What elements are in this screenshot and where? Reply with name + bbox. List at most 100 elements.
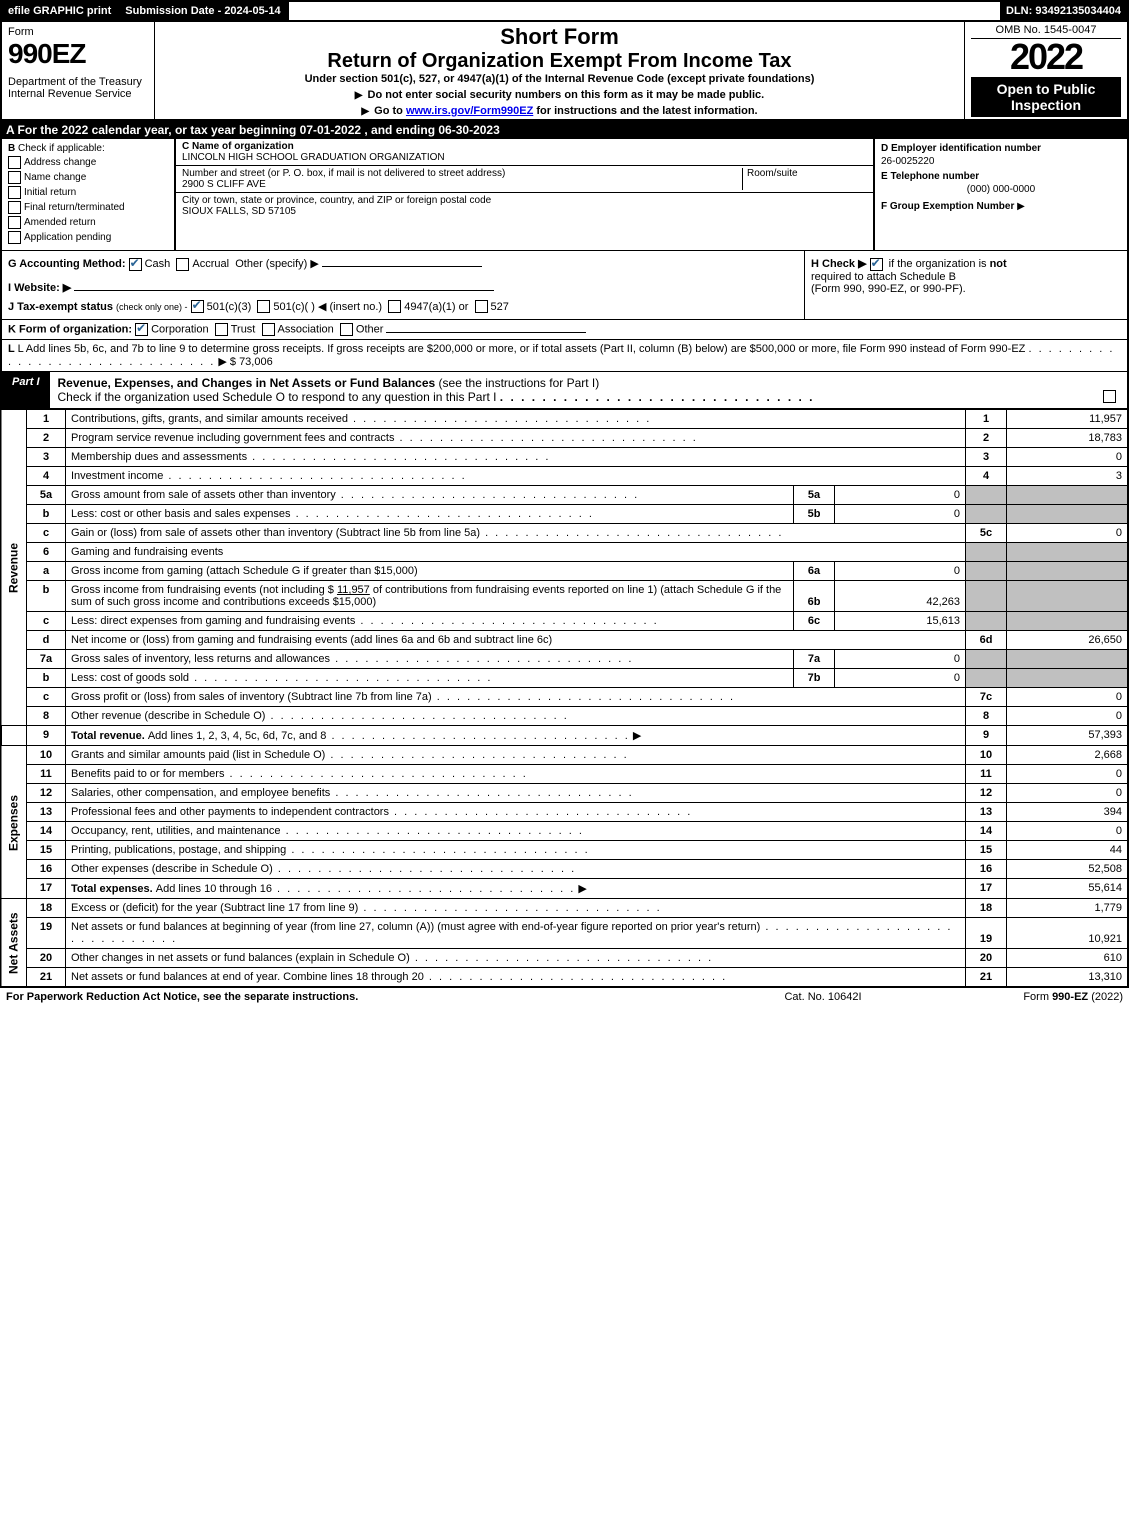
line-desc: Contributions, gifts, grants, and simila…	[66, 410, 966, 429]
footer-left: For Paperwork Reduction Act Notice, see …	[6, 991, 723, 1003]
col-num: 1	[966, 410, 1007, 429]
efile-label[interactable]: efile GRAPHIC print	[2, 2, 119, 20]
checkbox-icon[interactable]	[8, 186, 21, 199]
l-text: L Add lines 5b, 6c, and 7b to line 9 to …	[18, 343, 1026, 355]
table-row: 4 Investment income 4 3	[1, 467, 1128, 486]
org-name: LINCOLN HIGH SCHOOL GRADUATION ORGANIZAT…	[182, 152, 867, 163]
i-label: I Website: ▶	[8, 282, 71, 294]
check-name-change[interactable]: Name change	[8, 171, 168, 184]
department-label: Department of the Treasury	[8, 76, 148, 88]
org-name-row: C Name of organization LINCOLN HIGH SCHO…	[176, 139, 873, 166]
form-number: 990EZ	[8, 38, 148, 70]
street-value: 2900 S CLIFF AVE	[182, 179, 742, 190]
no-ssn-text: Do not enter social security numbers on …	[368, 89, 765, 101]
checkbox-501c[interactable]	[257, 300, 270, 313]
h-text2: if the organization is	[889, 258, 990, 270]
table-row: 21 Net assets or fund balances at end of…	[1, 968, 1128, 987]
table-row: 8 Other revenue (describe in Schedule O)…	[1, 707, 1128, 726]
tax-year: 2022	[971, 39, 1121, 75]
line-l: L L Add lines 5b, 6c, and 7b to line 9 t…	[0, 340, 1129, 372]
g-other-input[interactable]	[322, 266, 482, 267]
checkbox-icon[interactable]	[8, 156, 21, 169]
k-trust: Trust	[231, 324, 256, 336]
check-initial-return[interactable]: Initial return	[8, 186, 168, 199]
table-row: 13 Professional fees and other payments …	[1, 803, 1128, 822]
irs-label: Internal Revenue Service	[8, 88, 148, 100]
header-right: OMB No. 1545-0047 2022 Open to Public In…	[965, 22, 1127, 119]
street-label: Number and street (or P. O. box, if mail…	[182, 168, 742, 179]
checkbox-corp[interactable]	[135, 323, 148, 336]
checkbox-assoc[interactable]	[262, 323, 275, 336]
line-k: K Form of organization: Corporation Trus…	[0, 320, 1129, 340]
irs-link[interactable]: www.irs.gov/Form990EZ	[406, 105, 533, 117]
table-row: 12 Salaries, other compensation, and emp…	[1, 784, 1128, 803]
check-amended-return[interactable]: Amended return	[8, 216, 168, 229]
form-header: Form 990EZ Department of the Treasury In…	[0, 20, 1129, 121]
k-assoc: Association	[278, 324, 334, 336]
h-text1: H Check ▶	[811, 258, 867, 270]
checkbox-4947[interactable]	[388, 300, 401, 313]
box-b: B Check if applicable: Address change Na…	[2, 139, 176, 250]
no-ssn-instruction: Do not enter social security numbers on …	[161, 89, 958, 101]
checkbox-icon[interactable]	[8, 201, 21, 214]
checkbox-icon[interactable]	[8, 231, 21, 244]
checkbox-icon[interactable]	[8, 171, 21, 184]
check-address-change[interactable]: Address change	[8, 156, 168, 169]
open-to-public: Open to Public Inspection	[971, 77, 1121, 117]
part-i-title: Revenue, Expenses, and Changes in Net As…	[50, 372, 1127, 408]
table-row: c Gain or (loss) from sale of assets oth…	[1, 524, 1128, 543]
table-row: 14 Occupancy, rent, utilities, and maint…	[1, 822, 1128, 841]
line-h: H Check ▶ if the organization is not req…	[804, 251, 1127, 319]
city-label: City or town, state or province, country…	[182, 195, 867, 206]
table-row: 19 Net assets or fund balances at beginn…	[1, 918, 1128, 949]
under-section-text: Under section 501(c), 527, or 4947(a)(1)…	[161, 73, 958, 85]
short-form-title: Short Form	[161, 24, 958, 50]
checkbox-icon[interactable]	[8, 216, 21, 229]
line-num: 1	[27, 410, 66, 429]
table-row: b Less: cost of goods sold 7b 0	[1, 669, 1128, 688]
box-c: C Name of organization LINCOLN HIGH SCHO…	[176, 139, 873, 250]
part-i-header: Part I Revenue, Expenses, and Changes in…	[0, 372, 1129, 409]
info-block: B Check if applicable: Address change Na…	[0, 139, 1129, 251]
k-corp: Corporation	[151, 324, 208, 336]
checkbox-h[interactable]	[870, 258, 883, 271]
dln-label: DLN: 93492135034404	[1000, 2, 1127, 20]
checkbox-accrual[interactable]	[176, 258, 189, 271]
city-row: City or town, state or province, country…	[176, 193, 873, 219]
footer-cat-no: Cat. No. 10642I	[723, 991, 923, 1003]
table-row: b Less: cost or other basis and sales ex…	[1, 505, 1128, 524]
table-row: 17 Total expenses. Add lines 10 through …	[1, 879, 1128, 899]
topbar-spacer	[289, 2, 1000, 20]
table-row: c Less: direct expenses from gaming and …	[1, 612, 1128, 631]
g-label: G Accounting Method:	[8, 258, 126, 270]
col-val: 11,957	[1007, 410, 1129, 429]
table-row: 15 Printing, publications, postage, and …	[1, 841, 1128, 860]
checkbox-other[interactable]	[340, 323, 353, 336]
table-row: 2 Program service revenue including gove…	[1, 429, 1128, 448]
checkbox-501c3[interactable]	[191, 300, 204, 313]
checkbox-cash[interactable]	[129, 258, 142, 271]
table-row: 20 Other changes in net assets or fund b…	[1, 949, 1128, 968]
table-row: 7a Gross sales of inventory, less return…	[1, 650, 1128, 669]
line-g: G Accounting Method: Cash Accrual Other …	[2, 251, 804, 319]
check-final-return[interactable]: Final return/terminated	[8, 201, 168, 214]
table-row: 6 Gaming and fundraising events	[1, 543, 1128, 562]
header-left: Form 990EZ Department of the Treasury In…	[2, 22, 155, 119]
j-label: J Tax-exempt status	[8, 301, 113, 313]
k-label: K Form of organization:	[8, 324, 132, 336]
website-input[interactable]	[74, 290, 494, 291]
goto-prefix: Go to	[374, 105, 406, 117]
part-i-title-note: (see the instructions for Part I)	[439, 376, 600, 390]
k-other-input[interactable]	[386, 332, 586, 333]
check-application-pending[interactable]: Application pending	[8, 231, 168, 244]
street-row: Number and street (or P. O. box, if mail…	[176, 166, 873, 193]
h-text3: required to attach Schedule B	[811, 271, 956, 283]
checkbox-trust[interactable]	[215, 323, 228, 336]
table-row: 3 Membership dues and assessments 3 0	[1, 448, 1128, 467]
checkbox-part-i[interactable]	[1103, 390, 1116, 403]
side-netassets: Net Assets	[1, 899, 27, 987]
j-4947: 4947(a)(1) or	[404, 301, 468, 313]
phone-label: E Telephone number	[881, 171, 1121, 182]
arrow-icon	[355, 89, 365, 101]
checkbox-527[interactable]	[475, 300, 488, 313]
